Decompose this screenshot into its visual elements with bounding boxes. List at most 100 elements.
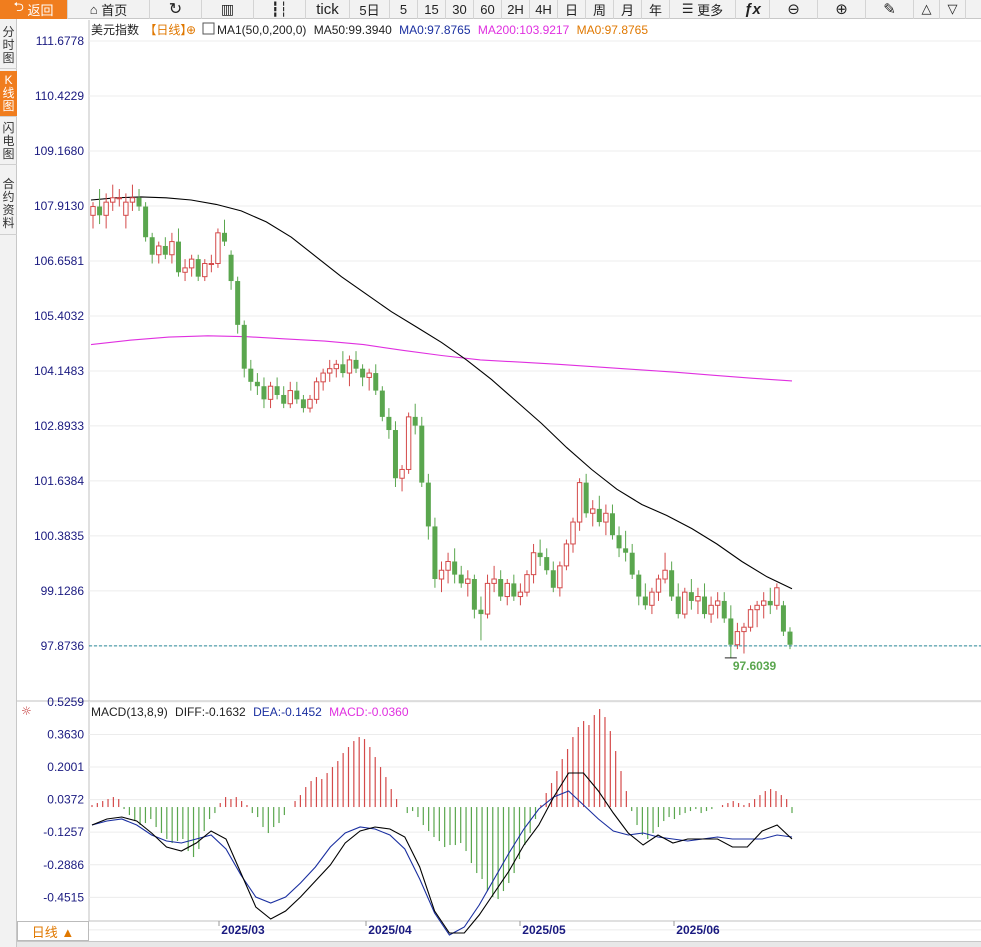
more-button[interactable]: ☰ 更多 (670, 0, 736, 19)
draw-line-button[interactable]: ✎ (866, 0, 914, 19)
period-2h-button[interactable]: 2H (502, 0, 530, 19)
candle (123, 193, 129, 229)
candlestick-button[interactable]: ┇┆ (254, 0, 306, 19)
candle (616, 526, 622, 558)
candle-body (603, 512, 609, 523)
sidebar-tab-kline[interactable]: K线图 (0, 71, 17, 117)
legend-header: 美元指数 【日线】 (91, 22, 192, 37)
zoom-out-button[interactable]: ⊖ (770, 0, 818, 19)
candle-body (524, 574, 530, 593)
date-tick-label: 2025/04 (368, 923, 412, 937)
candle (590, 500, 596, 527)
candle (504, 579, 510, 606)
current-price-line: 97.6039 (89, 645, 981, 673)
candle (570, 517, 576, 553)
candle (754, 600, 760, 628)
candle (425, 473, 431, 540)
candle (353, 351, 359, 374)
period-4h-button[interactable]: 4H (530, 0, 558, 19)
ma0-value-2: MA0:97.8765 (577, 23, 649, 37)
sidebar: 分时图 K线图 闪电图 合约资料 (0, 19, 17, 947)
ma50-path (90, 196, 793, 590)
candle-body (274, 386, 280, 395)
date-tick-label: 2025/03 (221, 923, 265, 937)
macd-tick-label: 0.2001 (47, 760, 84, 774)
period-year-button[interactable]: 年 (642, 0, 670, 19)
candle-body (425, 482, 431, 527)
triangle-up-button[interactable]: △ (914, 0, 940, 19)
candle (241, 320, 247, 378)
candle-body (708, 604, 714, 615)
date-tick-label: 2025/05 (522, 923, 566, 937)
candle (623, 530, 629, 562)
candle-body (103, 201, 109, 216)
candle (208, 254, 215, 273)
candle-body (452, 561, 458, 575)
candle-body (636, 574, 642, 597)
candle-body (655, 578, 662, 593)
price-tick-label: 110.4229 (35, 89, 84, 103)
period-15min-button[interactable]: 15 (418, 0, 446, 19)
formula-button[interactable]: ƒx (736, 0, 770, 19)
candle (399, 465, 405, 492)
period-month-button[interactable]: 月 (614, 0, 642, 19)
tick-button[interactable]: tick (306, 0, 350, 19)
sidebar-tab-contract[interactable]: 合约资料 (0, 175, 17, 235)
candle (747, 605, 754, 632)
macd-tick-label: 0.3630 (47, 727, 84, 741)
candle-body (438, 569, 445, 580)
candle (136, 189, 142, 211)
macd-tick-label: -0.1257 (43, 825, 84, 839)
candle (215, 228, 221, 268)
candle-body (471, 579, 477, 610)
macd-axis-labels: 0.5259 0.3630 0.2001 0.0372 -0.1257 -0.2886 -0… (43, 695, 84, 937)
candle (110, 184, 116, 211)
candle (603, 504, 609, 536)
candle (432, 517, 438, 588)
macd-settings-icon[interactable]: ☼ (21, 704, 32, 718)
candle-body (208, 263, 215, 266)
candle (175, 228, 181, 277)
home-button[interactable]: ⌂ 首页 (68, 0, 150, 19)
candle-body (123, 201, 129, 216)
macd-legend: MACD(13,8,9) DIFF:-0.1632 DEA:-0.1452 MA… (91, 705, 409, 719)
indicator-toggle-icon[interactable] (202, 22, 215, 35)
macd-value: MACD:-0.0360 (329, 705, 409, 719)
back-button[interactable]: ⮌ 返回 (0, 0, 68, 19)
candle (511, 574, 517, 601)
sidebar-tab-timeshare[interactable]: 分时图 (0, 23, 17, 69)
min-price-label: 97.6039 (733, 659, 777, 673)
price-tick-label: 107.9130 (34, 199, 84, 213)
chart-type-button[interactable]: ▥ (202, 0, 254, 19)
sidebar-tab-flash[interactable]: 闪电图 (0, 119, 17, 165)
period-week-button[interactable]: 周 (586, 0, 614, 19)
candle (458, 565, 464, 588)
refresh-button[interactable]: ↻ (150, 0, 202, 19)
period-5min-button[interactable]: 5 (390, 0, 418, 19)
candle-body (445, 560, 451, 571)
toolbar: ⮌ 返回 ⌂ 首页 ↻ ▥ ┇┆ tick 5日 5 15 30 60 2H 4… (0, 0, 981, 19)
candle-body (327, 368, 333, 374)
triangle-down-button[interactable]: ▽ (940, 0, 966, 19)
candle-body (294, 390, 300, 400)
candle-body (261, 386, 267, 400)
candle-body (169, 241, 175, 256)
period-30min-button[interactable]: 30 (446, 0, 474, 19)
settings-icon[interactable]: ⊕ (186, 23, 196, 37)
ma200-value: MA200:103.9217 (478, 23, 570, 37)
menu-icon: ☰ (681, 1, 698, 16)
period-5day-button[interactable]: 5日 (350, 0, 390, 19)
candle (767, 587, 773, 615)
candle-body (379, 390, 385, 417)
period-selector[interactable]: 日线 ▲ (17, 921, 89, 941)
candle-body (281, 394, 287, 404)
candle (228, 250, 234, 290)
candle-body (590, 508, 596, 514)
candle-body (300, 399, 306, 409)
period-day-button[interactable]: 日 (558, 0, 586, 19)
period-60min-button[interactable]: 60 (474, 0, 502, 19)
zoom-in-button[interactable]: ⊕ (818, 0, 866, 19)
candle (465, 570, 471, 597)
candle (143, 202, 149, 242)
price-tick-label: 106.6581 (34, 254, 84, 268)
